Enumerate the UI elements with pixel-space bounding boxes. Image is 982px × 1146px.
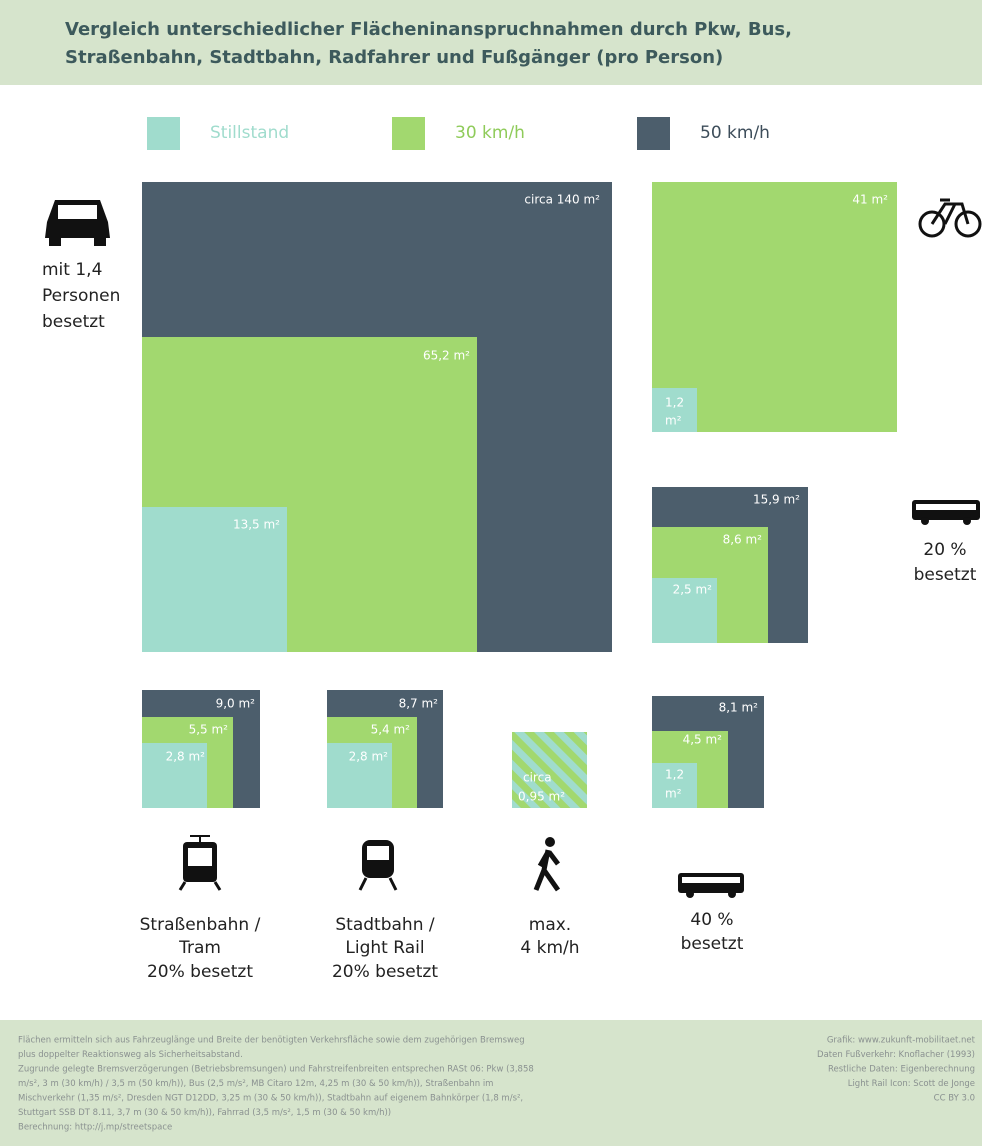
caption: Tram [178, 938, 221, 958]
footer-text: Flächen ermitteln sich aus Fahrzeuglänge… [18, 1036, 525, 1046]
footer-text: Berechnung: http://j.mp/streetspace [18, 1123, 172, 1133]
pedestrian-icon [533, 837, 561, 892]
caption: 4 km/h [520, 938, 579, 958]
bus-icon [912, 500, 980, 525]
caption: max. [529, 915, 571, 935]
area-label: 2,8 m² [349, 750, 389, 764]
caption: besetzt [42, 312, 105, 332]
area-label: m² [665, 414, 682, 428]
caption: Straßenbahn / [140, 915, 261, 935]
title: Straßenbahn, Stadtbahn, Radfahrer und Fu… [65, 47, 723, 68]
footer-text: Zugrunde gelegte Bremsverzögerungen (Bet… [18, 1065, 534, 1075]
square-walk [512, 732, 587, 808]
bus-icon [678, 873, 744, 898]
title: Vergleich unterschiedlicher Flächeninans… [65, 19, 792, 40]
square-0 [142, 507, 287, 652]
area-label: 0,95 m² [518, 790, 565, 804]
square-0 [652, 388, 697, 432]
footer-left: Flächen ermitteln sich aus Fahrzeuglänge… [18, 1036, 534, 1133]
area-label: 5,4 m² [371, 723, 411, 737]
caption: Stadtbahn / [335, 915, 434, 935]
tram-icon [178, 835, 222, 891]
footer-text: Daten Fußverkehr: Knoflacher (1993) [817, 1050, 975, 1060]
legend-swatch [392, 117, 425, 150]
square-0 [652, 763, 697, 808]
area-label: circa [523, 771, 552, 785]
legend-label: 30 km/h [455, 123, 525, 143]
footer-text: Light Rail Icon: Scott de Jonge [848, 1079, 975, 1089]
car-icon [45, 200, 110, 246]
footer-right: Grafik: www.zukunft-mobilitaet.net Daten … [817, 1036, 976, 1104]
area-label: m² [665, 787, 682, 801]
footer-text: plus doppelter Reaktionsweg als Sicherhe… [18, 1050, 243, 1060]
footer-text: m/s², 3 m (30 km/h) / 3,5 m (50 km/h)), … [18, 1079, 493, 1089]
footer-text: Stuttgart SSB DT 8.11, 3,7 m (30 & 50 km… [18, 1108, 391, 1118]
area-label: 2,5 m² [673, 583, 713, 597]
light-rail-icon [358, 840, 398, 891]
area-label: 4,5 m² [683, 733, 723, 747]
area-label: 2,8 m² [166, 750, 206, 764]
area-label: 1,2 [665, 396, 684, 410]
footer-text: Mischverkehr (1,35 m/s², Dresden NGT D12… [18, 1094, 523, 1104]
footer-band [0, 1020, 982, 1146]
square-0 [142, 743, 207, 808]
caption: mit 1,4 [42, 260, 102, 280]
legend-label: Stillstand [210, 123, 289, 143]
caption: Personen [42, 286, 120, 306]
area-label: circa 140 m² [524, 193, 600, 207]
caption: 20 % [923, 540, 966, 560]
area-label: 1,2 [665, 768, 684, 782]
caption: 20% besetzt [147, 962, 253, 982]
caption: besetzt [681, 934, 744, 954]
area-label: 8,6 m² [723, 533, 763, 547]
caption: 40 % [690, 910, 733, 930]
area-label: 8,7 m² [399, 697, 439, 711]
legend-swatch [637, 117, 670, 150]
footer-text: Grafik: www.zukunft-mobilitaet.net [827, 1036, 976, 1046]
footer-text: Restliche Daten: Eigenberechnung [828, 1065, 975, 1075]
header-band [0, 0, 982, 85]
bike-icon [918, 198, 982, 238]
square-0 [652, 578, 717, 643]
caption: besetzt [914, 565, 977, 585]
area-label: 13,5 m² [233, 518, 280, 532]
legend-swatch [147, 117, 180, 150]
legend-label: 50 km/h [700, 123, 770, 143]
caption: 20% besetzt [332, 962, 438, 982]
area-label: 5,5 m² [189, 723, 229, 737]
area-label: 41 m² [852, 193, 888, 207]
area-label: 15,9 m² [753, 493, 800, 507]
footer-text: CC BY 3.0 [934, 1094, 975, 1104]
caption: Light Rail [345, 938, 424, 958]
square-0 [327, 743, 392, 808]
area-label: 8,1 m² [719, 701, 759, 715]
area-label: 9,0 m² [216, 697, 256, 711]
area-label: 65,2 m² [423, 349, 470, 363]
